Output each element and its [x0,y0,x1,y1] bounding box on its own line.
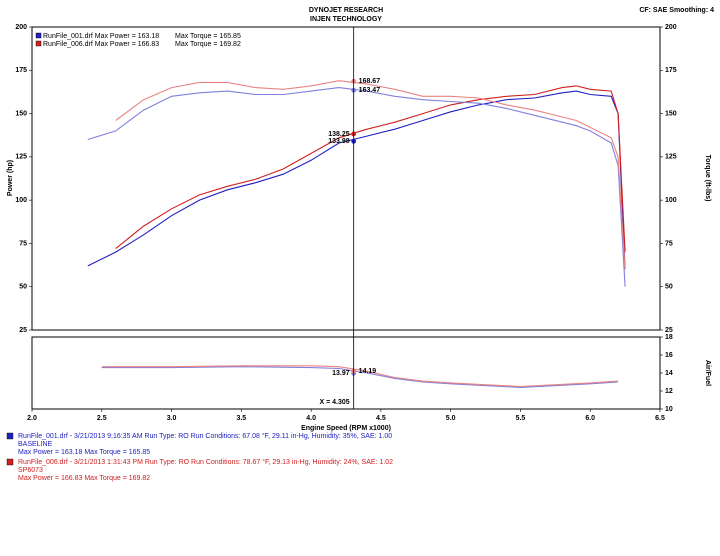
cursor-x-label: X = 4.305 [320,399,350,406]
x-tick-label: 4.5 [376,415,386,422]
series-line [101,366,619,388]
series-line [101,365,619,388]
x-tick-label: 3.0 [167,415,177,422]
x-tick-label: 2.0 [27,415,37,422]
legend-swatch [35,40,42,47]
run-swatch [6,458,14,466]
legend-swatch [35,32,42,39]
run-max: Max Power = 163.18 Max Torque = 165.85 [18,449,150,456]
y2-axis-label: Torque (ft-lbs) [704,155,711,202]
y2-tick-label: 18 [665,334,673,341]
series-line [87,90,626,270]
y2-tick-label: 125 [665,154,677,161]
run-name: SP6073 [18,467,43,474]
cursor-label: 138.25 [328,131,350,138]
y2-tick-label: 14 [665,370,673,377]
x-tick-label: 6.0 [585,415,595,422]
y-axis-label: Power (hp) [7,160,14,196]
y-tick-label: 200 [15,24,27,31]
x-tick-label: 5.5 [516,415,526,422]
y2-tick-label: 10 [665,406,673,413]
y2-tick-label: 175 [665,67,677,74]
y-tick-label: 125 [15,154,27,161]
y-tick-label: 150 [15,110,27,117]
y-tick-label: 25 [19,327,27,334]
y2-tick-label: 50 [665,284,673,291]
legend-torque: Max Torque = 165.85 [175,33,241,40]
legend-label: RunFile_006.drf Max Power = 166.83 [43,41,159,48]
y-tick-label: 50 [19,284,27,291]
y-tick-label: 175 [15,67,27,74]
series-line [115,80,626,270]
x-tick-label: 4.0 [306,415,316,422]
legend-torque: Max Torque = 169.82 [175,41,241,48]
run-line: RunFile_001.drf - 3/21/2013 9:16:35 AM R… [18,432,392,440]
run-max: Max Power = 166.83 Max Torque = 169.82 [18,475,150,482]
y2-tick-label: 150 [665,110,677,117]
y-tick-label: 100 [15,197,27,204]
x-axis-label: Engine Speed (RPM x1000) [301,425,391,432]
cursor-label: 168.67 [359,78,381,85]
cursor-label: 163.47 [359,87,381,94]
company: DYNOJET RESEARCH [309,7,383,14]
x-tick-label: 6.5 [655,415,665,422]
run-name: BASELINE [18,441,53,448]
series-line [115,85,626,253]
x-tick-label: 3.5 [236,415,246,422]
cursor-label: 13.97 [332,370,350,377]
y2-tick-label: 100 [665,197,677,204]
y2-tick-label: 200 [665,24,677,31]
af-axis-label: Air/Fuel [704,360,711,386]
x-tick-label: 5.0 [446,415,456,422]
cursor-label: 14.19 [359,368,377,375]
y2-tick-label: 75 [665,240,673,247]
y2-tick-label: 25 [665,327,673,334]
y-tick-label: 75 [19,240,27,247]
x-tick-label: 2.5 [97,415,107,422]
legend-label: RunFile_001.drf Max Power = 163.18 [43,33,159,40]
y2-tick-label: 16 [665,352,673,359]
series-line [87,87,626,287]
customer: INJEN TECHNOLOGY [310,16,382,23]
run-swatch [6,432,14,440]
cursor-label: 133.98 [328,138,350,145]
plot-frame [31,26,661,331]
settings: CF: SAE Smoothing: 4 [639,7,714,14]
y2-tick-label: 12 [665,388,673,395]
run-line: RunFile_006.drf - 3/21/2013 1:31:43 PM R… [18,458,393,466]
